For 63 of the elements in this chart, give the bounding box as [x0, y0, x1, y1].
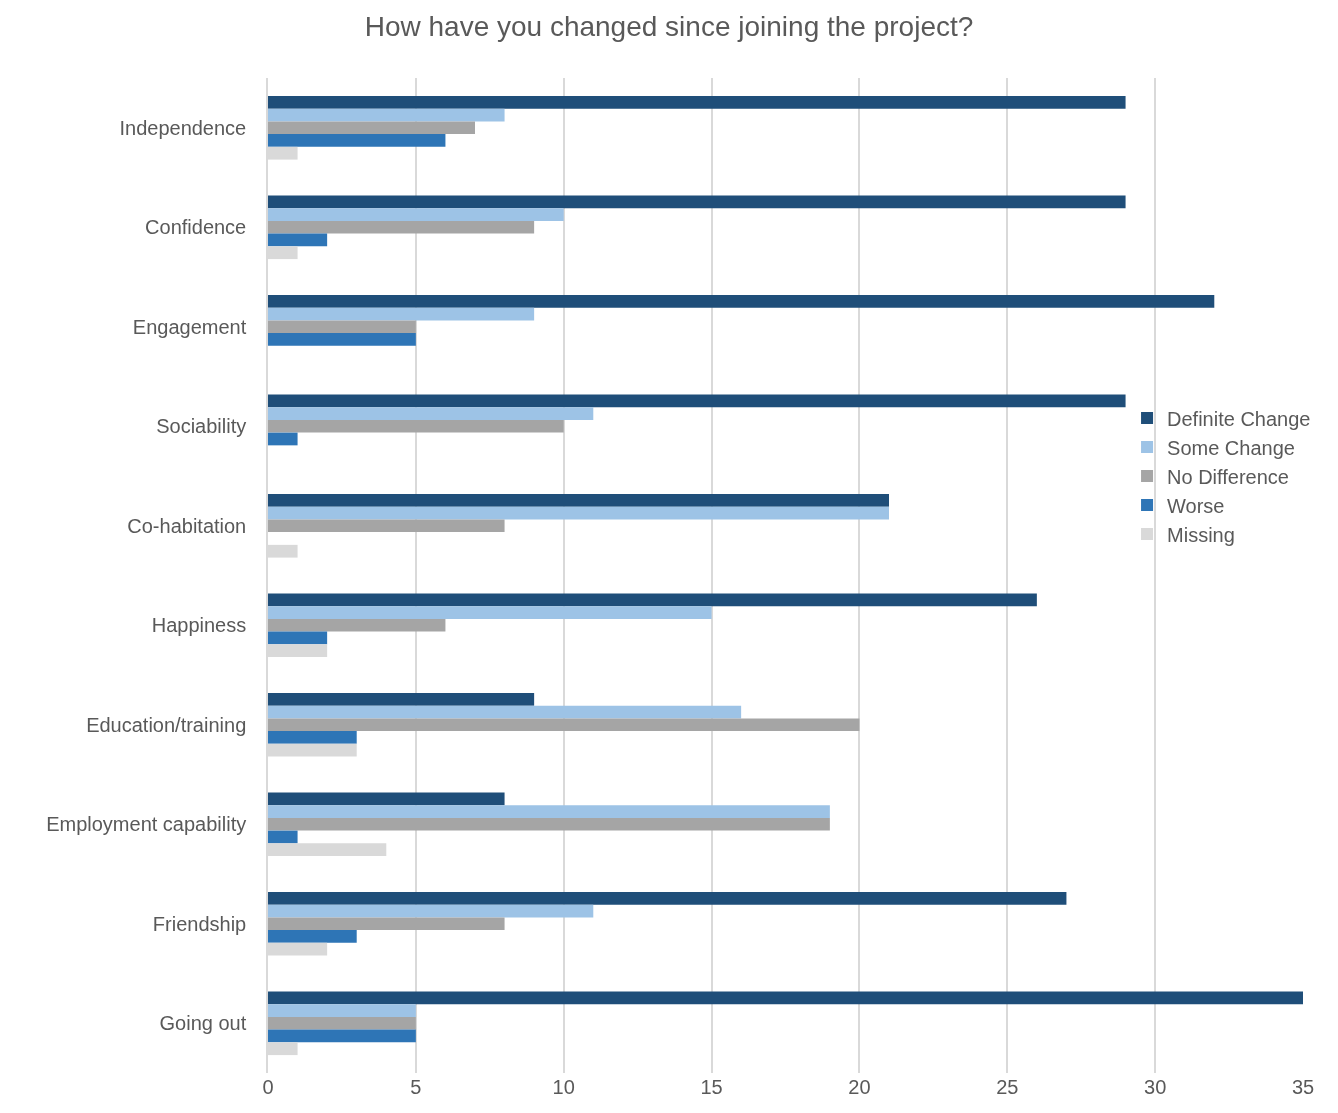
- bar: [268, 233, 328, 247]
- bar: [268, 891, 1067, 905]
- bar: [268, 220, 535, 234]
- bar: [268, 294, 1215, 308]
- bar: [268, 121, 475, 135]
- bar: [268, 1016, 416, 1030]
- bar: [268, 493, 889, 507]
- bar: [268, 307, 535, 321]
- bar: [268, 432, 298, 446]
- legend-label: Definite Change: [1167, 407, 1311, 430]
- y-tick-label: Happiness: [151, 614, 247, 637]
- bar: [268, 830, 298, 844]
- legend-label: Missing: [1167, 523, 1235, 546]
- bar: [268, 618, 446, 632]
- x-tick-label: 10: [552, 1076, 575, 1098]
- chart-title: How have you changed since joining the project?: [364, 11, 974, 43]
- bar: [268, 108, 505, 122]
- bar: [268, 904, 594, 918]
- legend-label: Worse: [1167, 494, 1225, 517]
- legend-label: No Difference: [1167, 465, 1289, 488]
- x-tick-label: 35: [1291, 1076, 1315, 1098]
- bar: [268, 333, 416, 346]
- y-tick-label: Employment capability: [46, 813, 247, 836]
- bar: [268, 134, 446, 147]
- y-tick-label: Confidence: [145, 216, 247, 239]
- bar: [268, 195, 1126, 209]
- x-tick-label: 5: [410, 1076, 422, 1098]
- y-tick-label: Co-habitation: [127, 514, 247, 537]
- bar: [268, 320, 416, 334]
- bar: [268, 593, 1037, 607]
- x-tick-label: 30: [1144, 1076, 1167, 1098]
- x-tick-label: 20: [848, 1076, 871, 1098]
- bar: [268, 606, 712, 619]
- x-tick-label: 15: [700, 1076, 723, 1098]
- y-tick-label: Sociability: [156, 415, 247, 438]
- bar: [268, 419, 564, 433]
- y-tick-label: Independence: [119, 116, 247, 139]
- y-tick-label: Going out: [159, 1012, 247, 1035]
- bar: [268, 817, 830, 831]
- y-tick-label: Education/training: [86, 713, 247, 736]
- bar: [268, 930, 357, 943]
- y-tick-label: Engagement: [132, 315, 247, 338]
- bar: [268, 519, 505, 533]
- bar: [268, 718, 860, 732]
- bar: [268, 805, 830, 818]
- bar: [268, 208, 564, 221]
- legend-label: Some Change: [1167, 436, 1295, 459]
- bar: [268, 631, 328, 645]
- bar: [268, 1029, 416, 1043]
- bar: [268, 731, 357, 744]
- bar: [268, 917, 505, 931]
- bar: [268, 506, 889, 520]
- y-tick-label: Friendship: [152, 912, 247, 935]
- bar: [268, 692, 535, 706]
- bar: [268, 95, 1126, 109]
- bar: [268, 394, 1126, 408]
- bar: [268, 407, 594, 420]
- bar: [268, 991, 1303, 1005]
- bar: [268, 1004, 416, 1017]
- x-tick-label: 0: [262, 1076, 274, 1098]
- x-tick-label: 25: [996, 1076, 1019, 1098]
- bar: [268, 705, 742, 719]
- bar: [268, 792, 505, 806]
